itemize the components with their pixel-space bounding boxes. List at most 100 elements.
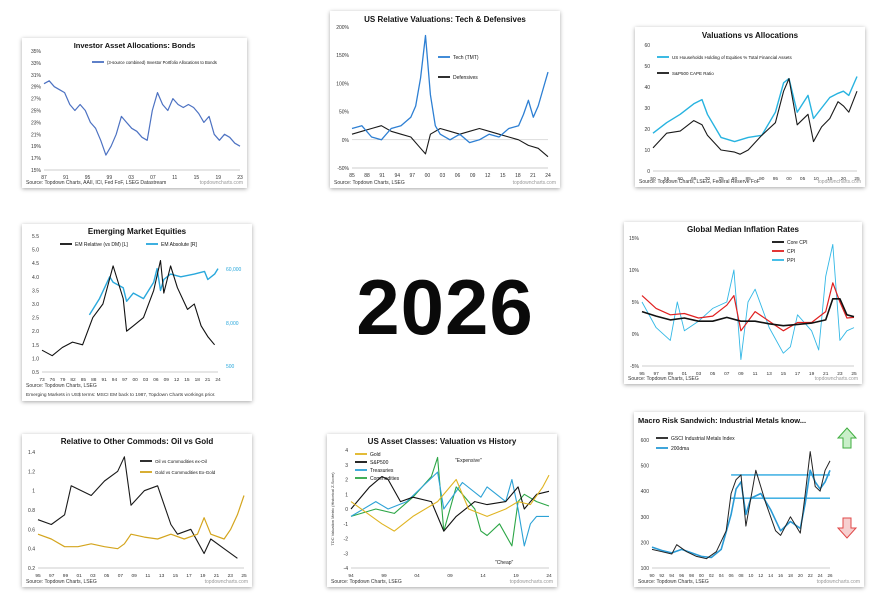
watermark: topdowncharts.com <box>815 376 858 382</box>
watermark: topdowncharts.com <box>817 579 860 585</box>
x-tick-label: 09 <box>470 173 476 179</box>
legend-label: S&P500 <box>370 460 389 466</box>
x-tick-label: 90 <box>759 176 765 182</box>
y-tick-label: 600 <box>641 438 650 444</box>
x-tick-label: 90 <box>649 573 655 578</box>
y-tick-label: 2.5 <box>32 316 39 322</box>
x-tick-label: 07 <box>724 371 730 377</box>
legend-label: Commodities <box>370 476 400 482</box>
x-tick-label: 01 <box>77 573 83 579</box>
x-tick-label: 85 <box>746 176 752 182</box>
y-tick-label: 1.5 <box>32 343 39 349</box>
x-tick-label: 24 <box>546 573 552 579</box>
x-tick-label: 80 <box>732 176 738 182</box>
x-tick-label: 50 <box>650 176 656 182</box>
watermark: topdowncharts.com <box>818 179 861 185</box>
source-note: Source: Topdown Charts, LSEG <box>26 383 97 389</box>
x-tick-label: 98 <box>689 573 695 578</box>
x-tick-label: 99 <box>381 573 387 579</box>
x-tick-label: 00 <box>699 573 705 578</box>
x-tick-label: 07 <box>118 573 124 579</box>
x-tick-label: 16 <box>778 573 784 578</box>
x-tick-label: 85 <box>349 173 355 179</box>
x-tick-label: 82 <box>70 377 76 383</box>
y-tick-label: 200 <box>641 540 650 546</box>
y-tick-label: 40 <box>644 85 650 91</box>
x-tick-label: 75 <box>718 176 724 182</box>
x-tick-label: 94 <box>669 573 675 578</box>
chart-title: US Relative Valuations: Tech & Defensive… <box>364 15 526 24</box>
legend-label: Treasuries <box>370 468 394 474</box>
x-tick-label: 09 <box>447 573 453 579</box>
source-note: Source: Topdown Charts, LSEG <box>334 180 405 186</box>
x-tick-label: 99 <box>107 175 113 181</box>
x-tick-label: 65 <box>691 176 697 182</box>
x-tick-label: 19 <box>809 371 815 377</box>
x-tick-label: 24 <box>545 173 551 179</box>
up-arrow-shape <box>836 427 858 449</box>
x-tick-label: 24 <box>818 573 824 578</box>
y-tick-label: 1.2 <box>28 469 35 475</box>
right-axis-tick-label: 8,000 <box>226 321 239 327</box>
series-line-oil-vs-commodities-ex-oil <box>37 456 238 559</box>
legend-label: S&P500 CAPE Ratio <box>672 71 714 76</box>
y-tick-label: 17% <box>31 156 42 162</box>
series-line-cpi <box>641 282 855 332</box>
x-tick-label: 09 <box>131 573 137 579</box>
x-tick-label: 15 <box>194 175 200 181</box>
x-tick-label: 10 <box>814 176 820 182</box>
chart-title: Relative to Other Commods: Oil vs Gold <box>61 437 214 446</box>
legend-label: EM Absolute [R] <box>161 242 197 248</box>
x-tick-label: 91 <box>101 377 107 383</box>
x-tick-label: 18 <box>195 377 201 383</box>
legend-label: 200dma <box>671 446 689 452</box>
y-tick-label: 33% <box>31 61 42 67</box>
y-tick-label: 0.4 <box>28 547 35 553</box>
x-tick-label: 18 <box>515 173 521 179</box>
x-tick-label: 03 <box>143 377 149 383</box>
series-line-s-p500-cape-ratio <box>652 78 858 155</box>
legend-label: Defensives <box>453 75 478 81</box>
x-tick-label: 26 <box>827 573 833 578</box>
chart-svg-tech: US Relative Valuations: Tech & Defensive… <box>334 15 556 186</box>
x-tick-label: 21 <box>823 371 829 377</box>
legend-label: (3-source combined) Investor Portfolio A… <box>107 60 217 65</box>
x-tick-label: 55 <box>664 176 670 182</box>
x-tick-label: 20 <box>841 176 847 182</box>
x-tick-label: 03 <box>128 175 134 181</box>
x-tick-label: 23 <box>228 573 234 579</box>
y-tick-label: 5.5 <box>32 234 39 240</box>
x-tick-label: 95 <box>35 573 41 579</box>
series-line-ppi <box>641 243 855 361</box>
source-note: Source: Topdown Charts, LSEG <box>331 579 402 585</box>
right-axis-tick-label: 60,000 <box>226 267 242 273</box>
y-tick-label: 2.0 <box>32 329 39 335</box>
x-tick-label: 73 <box>39 377 45 383</box>
right-axis-tick-label: 500 <box>226 364 235 370</box>
legend-label: Gold <box>370 452 381 458</box>
chart-title: Global Median Inflation Rates <box>687 225 800 234</box>
y-tick-label: 4 <box>345 448 348 454</box>
series-line-s-p500 <box>350 475 550 532</box>
legend-label: EM Relative (vs DM) [L] <box>75 242 128 248</box>
x-tick-label: 88 <box>91 377 97 383</box>
x-tick-label: 94 <box>394 173 400 179</box>
y-tick-label: -5% <box>630 364 639 370</box>
series-line-us-households-holding-of-equities-total-financial-assets <box>652 76 858 143</box>
x-tick-label: 05 <box>710 371 716 377</box>
y-tick-label: 0.2 <box>28 566 35 572</box>
y-tick-label: 10% <box>629 268 640 274</box>
legend-label: Core CPI <box>787 240 808 246</box>
x-tick-label: 97 <box>653 371 659 377</box>
x-tick-label: 15 <box>500 173 506 179</box>
source-note: Source: Topdown Charts, AAII, ICI, Fed F… <box>26 180 166 186</box>
x-tick-label: 13 <box>767 371 773 377</box>
y-tick-label: 0% <box>342 138 350 144</box>
watermark: topdowncharts.com <box>205 579 248 585</box>
y-tick-label: 1.0 <box>32 356 39 362</box>
x-tick-label: 92 <box>659 573 665 578</box>
x-tick-label: 23 <box>837 371 843 377</box>
series-line-core-cpi <box>641 298 855 327</box>
x-tick-label: 21 <box>530 173 536 179</box>
chart-svg-metals: Macro Risk Sandwich: Industrial Metals k… <box>638 416 860 585</box>
